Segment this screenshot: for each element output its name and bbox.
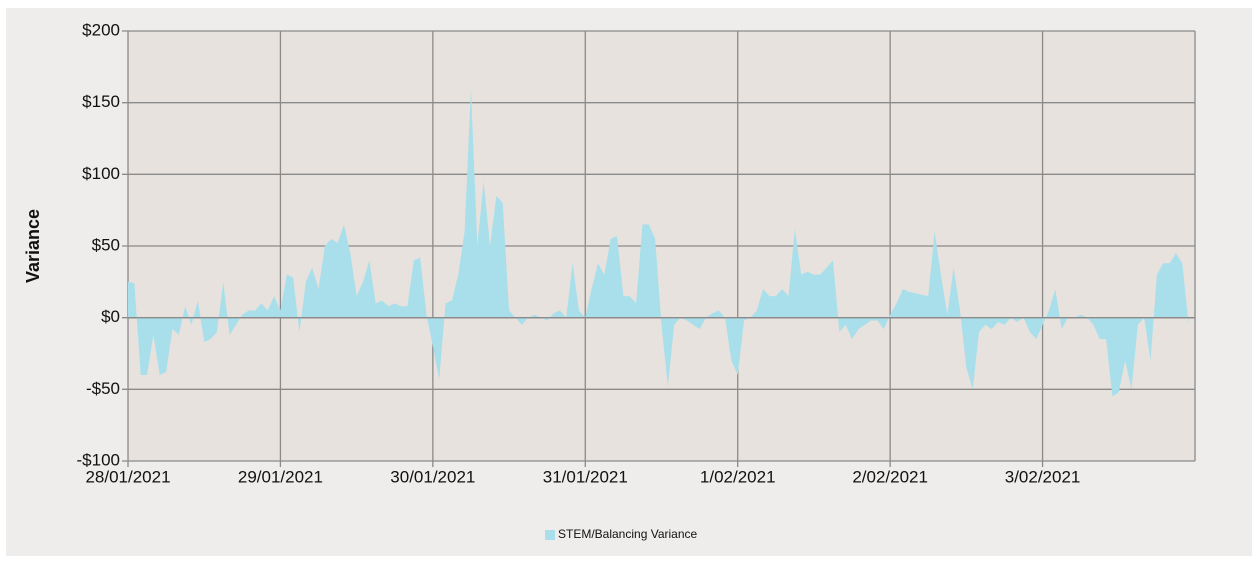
area (128, 88, 1189, 397)
y-tick-label: $0 (101, 307, 120, 326)
y-tick-label: $50 (92, 235, 120, 254)
y-tick-label: -$50 (86, 379, 120, 398)
x-tick-label: 29/01/2021 (238, 467, 323, 486)
legend-label: STEM/Balancing Variance (558, 527, 698, 541)
legend-swatch (545, 530, 555, 540)
x-tick-label: 3/02/2021 (1005, 467, 1081, 486)
x-tick-label: 28/01/2021 (85, 467, 170, 486)
y-tick-label: -$100 (77, 450, 120, 469)
x-tick-label: 30/01/2021 (390, 467, 475, 486)
y-tick-label: $100 (82, 164, 120, 183)
x-tick-label: 1/02/2021 (700, 467, 776, 486)
y-tick-label: $150 (82, 92, 120, 111)
x-tick-label: 31/01/2021 (543, 467, 628, 486)
y-tick-label: $200 (82, 20, 120, 39)
x-tick-label: 2/02/2021 (852, 467, 928, 486)
y-axis-title: Variance (23, 209, 43, 283)
